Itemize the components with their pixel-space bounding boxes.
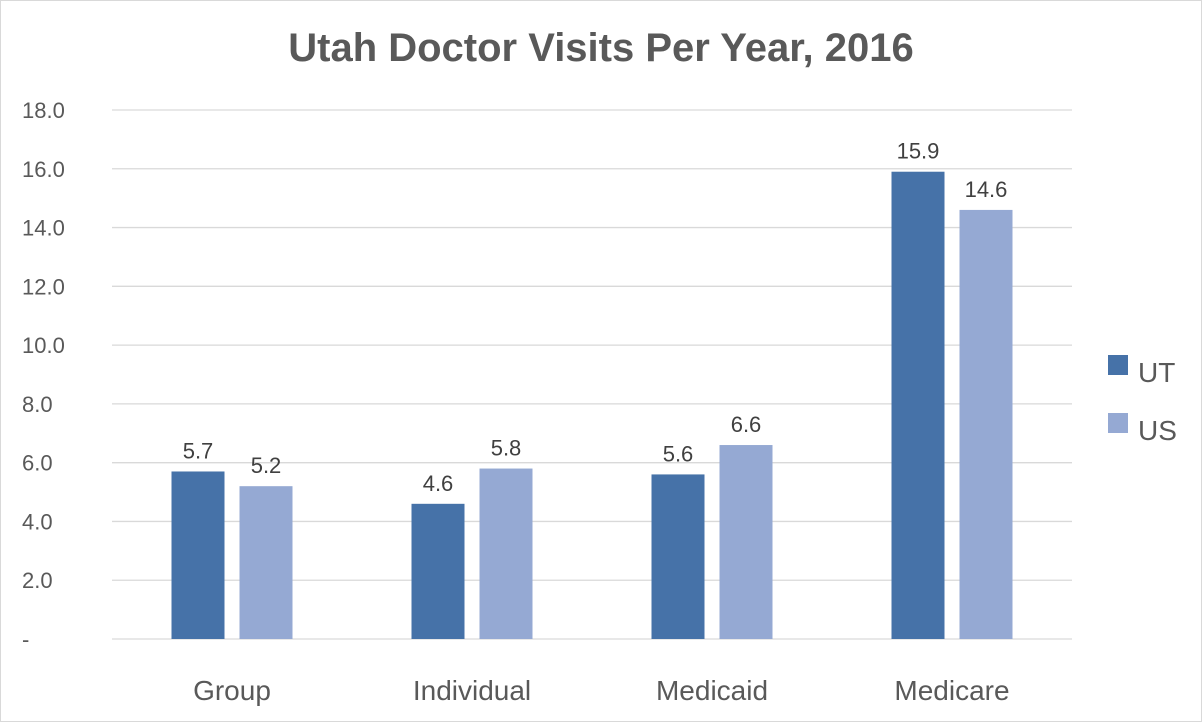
x-tick-label: Medicare [894,675,1009,706]
x-tick-label: Individual [413,675,531,706]
bar-us-individual [479,468,533,639]
legend-label-ut: UT [1138,357,1175,388]
data-label: 14.6 [965,177,1008,202]
data-label: 5.2 [251,453,282,478]
y-tick-label: 16.0 [22,157,65,182]
data-label: 5.8 [491,436,522,461]
x-tick-label: Medicaid [656,675,768,706]
data-label: 6.6 [731,412,762,437]
y-tick-label: 2.0 [22,568,53,593]
chart-title: Utah Doctor Visits Per Year, 2016 [288,26,914,70]
bar-ut-medicare [891,171,945,639]
bar-ut-medicaid [651,474,705,639]
legend-swatch-us [1108,413,1128,433]
y-tick-label: 10.0 [22,333,65,358]
bar-ut-group [171,471,225,639]
x-tick-label: Group [193,675,271,706]
data-label: 5.6 [663,441,694,466]
y-tick-label: 6.0 [22,451,53,476]
bar-us-group [239,486,293,639]
y-tick-label: 18.0 [22,98,65,123]
y-tick-label: - [22,627,29,652]
y-tick-label: 14.0 [22,216,65,241]
legend-swatch-ut [1108,355,1128,375]
data-label: 4.6 [423,471,454,496]
y-tick-label: 12.0 [22,274,65,299]
data-label: 5.7 [183,438,214,463]
y-tick-label: 8.0 [22,392,53,417]
bar-ut-individual [411,503,465,639]
bar-us-medicaid [719,445,773,639]
legend-label-us: US [1138,415,1177,446]
y-tick-label: 4.0 [22,509,53,534]
data-label: 15.9 [897,139,940,164]
bar-us-medicare [959,209,1013,639]
